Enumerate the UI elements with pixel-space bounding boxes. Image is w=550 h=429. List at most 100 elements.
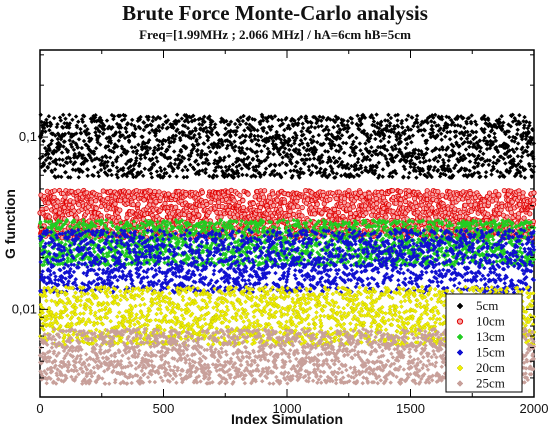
point — [55, 199, 61, 205]
point — [215, 132, 221, 137]
point — [92, 164, 97, 170]
point — [37, 156, 43, 161]
point — [54, 161, 59, 167]
point — [116, 138, 122, 143]
point — [108, 168, 113, 173]
point — [123, 161, 129, 167]
point — [149, 123, 154, 128]
point — [178, 149, 184, 154]
point — [137, 126, 143, 131]
point — [163, 113, 168, 119]
point — [63, 116, 68, 121]
point — [393, 200, 399, 206]
point — [228, 134, 233, 139]
point — [46, 151, 51, 157]
point — [228, 119, 234, 125]
point — [331, 206, 338, 213]
point — [229, 141, 235, 147]
point — [199, 189, 205, 196]
point — [240, 118, 246, 124]
point — [150, 114, 156, 120]
point — [126, 139, 132, 145]
point — [174, 112, 180, 117]
point — [212, 125, 217, 130]
point — [160, 125, 165, 131]
point — [299, 205, 305, 211]
point — [47, 147, 53, 153]
point — [197, 135, 203, 140]
point — [171, 149, 177, 154]
point — [531, 197, 537, 203]
point — [151, 162, 157, 168]
point — [230, 162, 236, 167]
point — [115, 144, 120, 149]
point — [102, 127, 107, 132]
point — [43, 205, 49, 212]
point — [202, 119, 207, 125]
point — [299, 213, 305, 219]
point — [240, 172, 245, 178]
point — [64, 160, 70, 166]
point — [42, 145, 48, 151]
point — [145, 117, 151, 123]
point — [50, 131, 56, 136]
point — [257, 204, 263, 211]
point — [52, 167, 58, 172]
point — [195, 162, 201, 167]
point — [53, 203, 60, 209]
point — [93, 112, 98, 118]
point — [154, 169, 160, 174]
point — [357, 189, 363, 195]
point — [207, 114, 212, 119]
point — [191, 166, 197, 172]
point — [335, 210, 342, 216]
point — [159, 168, 164, 174]
point — [127, 133, 132, 139]
point — [46, 114, 52, 119]
point — [118, 125, 124, 130]
point — [134, 148, 140, 154]
point — [241, 113, 246, 119]
point — [508, 210, 514, 216]
point — [135, 201, 141, 207]
point — [162, 166, 168, 172]
point — [222, 155, 227, 160]
point — [60, 157, 65, 163]
point — [138, 156, 144, 162]
point — [40, 154, 45, 159]
point — [96, 134, 102, 139]
point — [66, 125, 72, 130]
point — [415, 209, 421, 215]
point — [232, 121, 238, 127]
point — [55, 136, 61, 142]
point — [150, 156, 155, 162]
point — [130, 202, 136, 208]
point — [131, 194, 137, 200]
point — [124, 129, 129, 135]
point — [73, 114, 79, 119]
point — [237, 192, 243, 198]
point — [62, 139, 67, 144]
point — [114, 159, 119, 164]
point — [51, 115, 57, 121]
point — [171, 167, 176, 172]
point — [132, 145, 138, 150]
point — [172, 136, 177, 142]
point — [386, 202, 392, 208]
point — [111, 114, 117, 119]
point — [237, 122, 243, 127]
point — [58, 142, 63, 148]
point — [142, 166, 148, 172]
point — [314, 201, 320, 207]
point — [148, 171, 154, 176]
point — [51, 188, 58, 194]
point — [69, 144, 75, 150]
point — [113, 130, 119, 135]
point — [101, 131, 106, 136]
point — [220, 142, 225, 148]
point — [496, 192, 502, 198]
point — [167, 155, 173, 161]
point — [85, 173, 90, 179]
point — [133, 126, 138, 132]
point — [99, 158, 105, 164]
